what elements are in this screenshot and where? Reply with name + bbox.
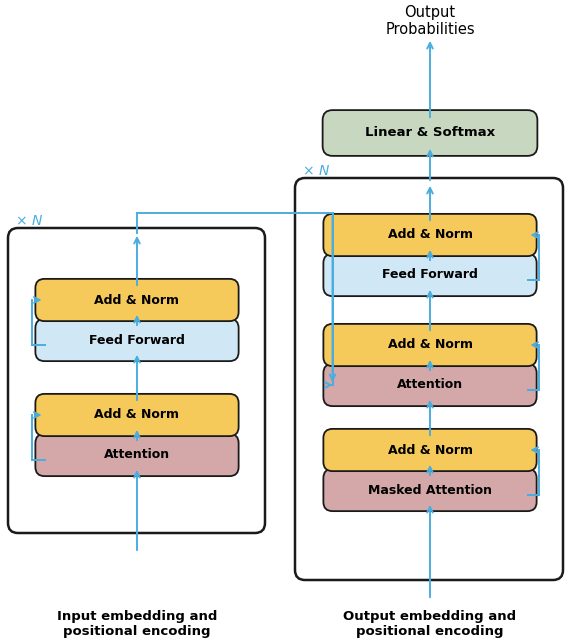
FancyBboxPatch shape <box>35 319 239 361</box>
FancyBboxPatch shape <box>323 214 536 256</box>
Text: Input embedding and
positional encoding: Input embedding and positional encoding <box>57 610 217 638</box>
Text: Feed Forward: Feed Forward <box>382 268 478 281</box>
Text: Add & Norm: Add & Norm <box>388 229 473 241</box>
FancyBboxPatch shape <box>35 434 239 476</box>
Text: × N: × N <box>16 214 42 228</box>
Text: × N: × N <box>303 164 329 178</box>
Text: Attention: Attention <box>397 379 463 392</box>
FancyBboxPatch shape <box>323 254 536 296</box>
FancyBboxPatch shape <box>323 429 536 471</box>
Text: Output
Probabilities: Output Probabilities <box>385 5 475 37</box>
FancyBboxPatch shape <box>323 469 536 511</box>
Text: Add & Norm: Add & Norm <box>95 408 180 422</box>
Text: Feed Forward: Feed Forward <box>89 333 185 347</box>
FancyBboxPatch shape <box>323 324 536 366</box>
Text: Output embedding and
positional encoding: Output embedding and positional encoding <box>344 610 516 638</box>
FancyBboxPatch shape <box>35 394 239 436</box>
FancyBboxPatch shape <box>35 279 239 321</box>
FancyBboxPatch shape <box>323 364 536 406</box>
Text: Add & Norm: Add & Norm <box>388 444 473 456</box>
Text: Add & Norm: Add & Norm <box>388 338 473 352</box>
FancyBboxPatch shape <box>323 110 538 156</box>
Text: Masked Attention: Masked Attention <box>368 483 492 496</box>
Text: Add & Norm: Add & Norm <box>95 293 180 306</box>
Text: Attention: Attention <box>104 449 170 462</box>
Text: Linear & Softmax: Linear & Softmax <box>365 126 495 139</box>
